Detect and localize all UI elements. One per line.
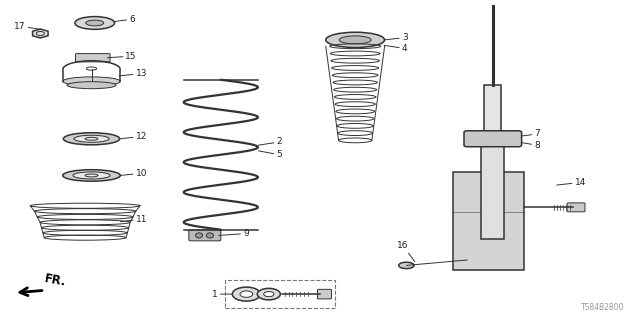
Ellipse shape bbox=[196, 233, 202, 238]
Text: 4: 4 bbox=[384, 44, 408, 53]
Ellipse shape bbox=[483, 135, 503, 142]
Ellipse shape bbox=[63, 133, 120, 145]
Ellipse shape bbox=[399, 262, 414, 269]
Circle shape bbox=[257, 288, 280, 300]
Text: 6: 6 bbox=[113, 15, 135, 24]
FancyBboxPatch shape bbox=[567, 203, 585, 212]
Bar bbox=[481, 140, 504, 239]
Text: 2: 2 bbox=[259, 137, 282, 146]
Text: 11: 11 bbox=[120, 215, 147, 224]
Ellipse shape bbox=[339, 36, 371, 44]
Text: 16: 16 bbox=[397, 241, 415, 262]
Text: 15: 15 bbox=[108, 52, 137, 61]
Circle shape bbox=[240, 291, 253, 297]
Text: 1: 1 bbox=[212, 290, 232, 299]
FancyBboxPatch shape bbox=[317, 289, 332, 299]
Ellipse shape bbox=[479, 244, 493, 251]
Text: 12: 12 bbox=[120, 132, 147, 141]
Text: 5: 5 bbox=[259, 150, 282, 159]
Circle shape bbox=[264, 292, 274, 297]
Ellipse shape bbox=[86, 20, 104, 26]
Ellipse shape bbox=[63, 170, 120, 181]
Text: 9: 9 bbox=[219, 229, 249, 238]
Text: 13: 13 bbox=[119, 69, 147, 78]
FancyBboxPatch shape bbox=[189, 230, 221, 241]
FancyBboxPatch shape bbox=[76, 54, 110, 62]
Text: 17: 17 bbox=[14, 22, 40, 31]
Polygon shape bbox=[453, 172, 524, 270]
Ellipse shape bbox=[206, 233, 214, 238]
Text: 3: 3 bbox=[384, 33, 408, 42]
Text: FR.: FR. bbox=[44, 272, 67, 289]
Ellipse shape bbox=[67, 82, 116, 89]
Ellipse shape bbox=[479, 182, 493, 189]
Polygon shape bbox=[33, 29, 48, 38]
FancyBboxPatch shape bbox=[464, 131, 522, 147]
Ellipse shape bbox=[63, 77, 120, 86]
Ellipse shape bbox=[74, 135, 109, 142]
Ellipse shape bbox=[326, 32, 385, 48]
Ellipse shape bbox=[479, 197, 493, 204]
Ellipse shape bbox=[479, 221, 493, 228]
Ellipse shape bbox=[73, 172, 110, 179]
Text: 10: 10 bbox=[120, 169, 147, 178]
Circle shape bbox=[232, 287, 260, 301]
Ellipse shape bbox=[75, 17, 115, 29]
Text: 7: 7 bbox=[517, 130, 540, 138]
Text: 8: 8 bbox=[517, 141, 540, 150]
Text: TS84B2800: TS84B2800 bbox=[580, 303, 624, 312]
Text: 14: 14 bbox=[557, 178, 586, 187]
Bar bbox=[484, 85, 501, 140]
